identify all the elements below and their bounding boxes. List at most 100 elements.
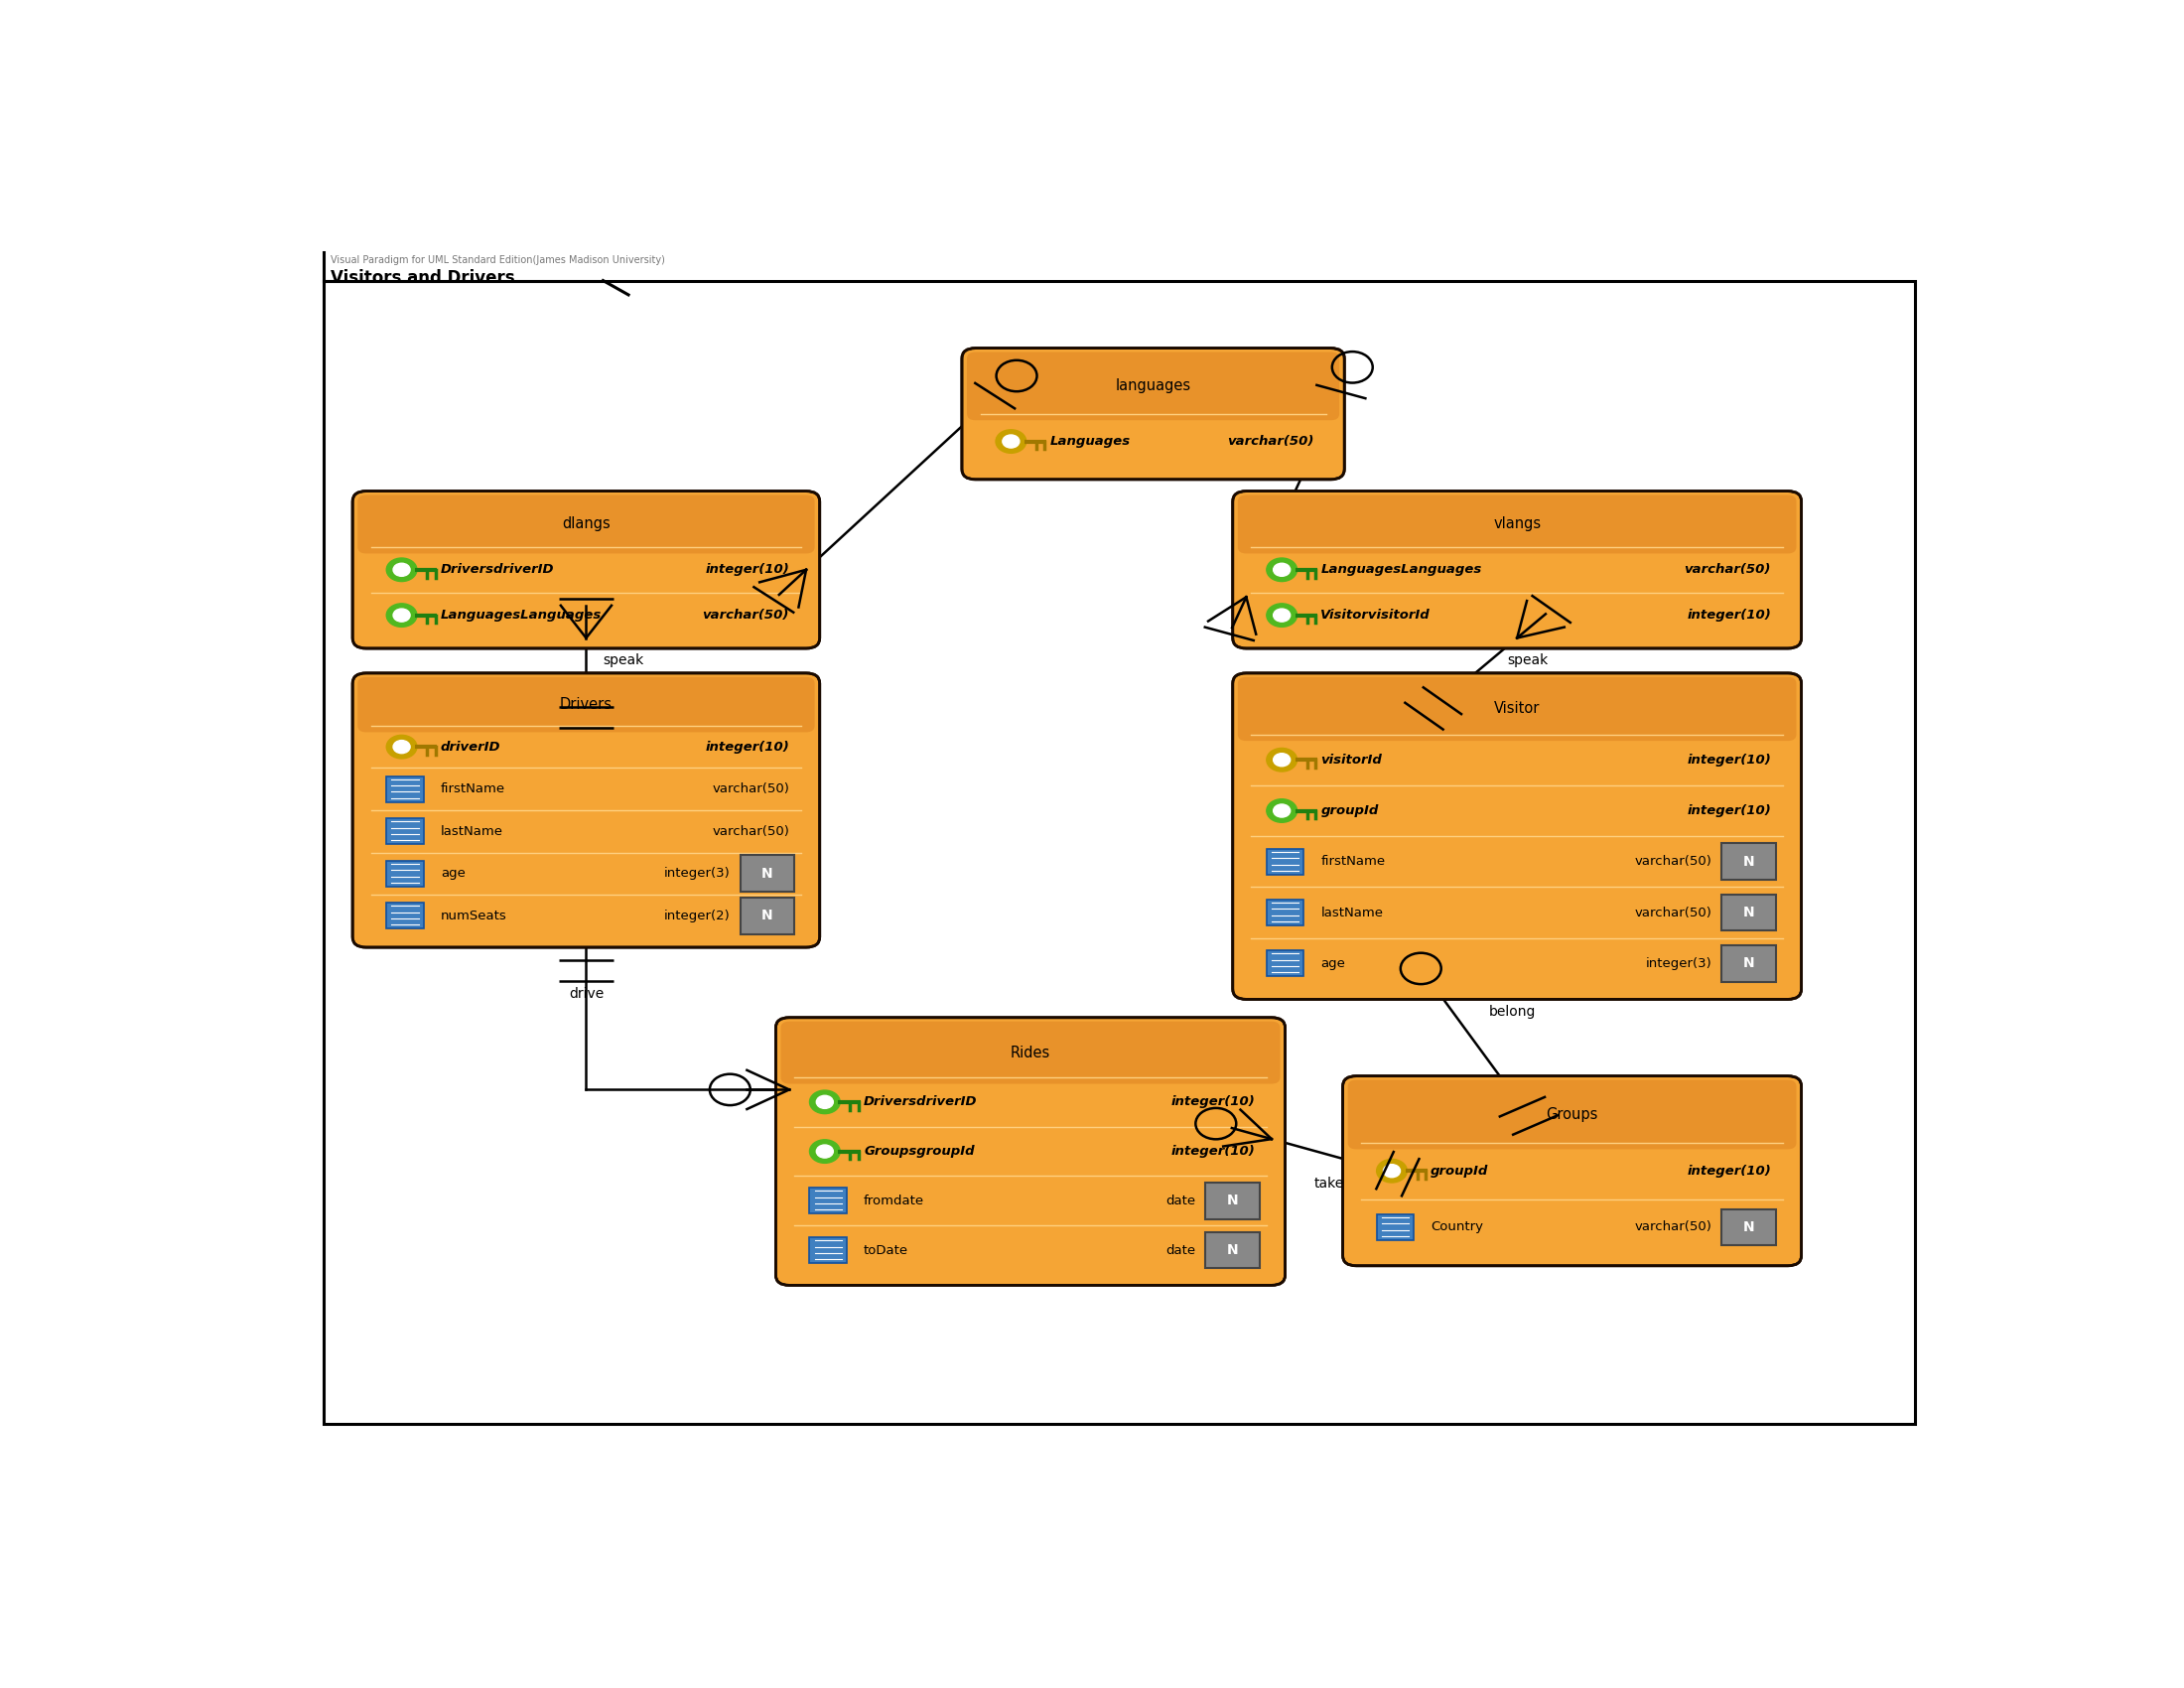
Circle shape [1267, 604, 1297, 626]
Circle shape [810, 1139, 841, 1163]
Text: toDate: toDate [863, 1244, 909, 1256]
FancyBboxPatch shape [387, 903, 424, 928]
Text: integer(10): integer(10) [705, 564, 788, 576]
Text: GroupsgroupId: GroupsgroupId [863, 1144, 974, 1158]
Text: Country: Country [1431, 1220, 1483, 1234]
FancyBboxPatch shape [387, 861, 424, 886]
Text: Languages: Languages [1051, 436, 1131, 447]
Text: drive: drive [570, 987, 605, 1001]
Text: Visual Paradigm for UML Standard Edition(James Madison University): Visual Paradigm for UML Standard Edition… [330, 255, 664, 265]
Circle shape [996, 430, 1026, 452]
Text: Visitor: Visitor [1494, 702, 1540, 716]
FancyBboxPatch shape [1206, 1183, 1260, 1219]
FancyBboxPatch shape [1238, 495, 1795, 554]
Text: DriversdriverID: DriversdriverID [863, 1096, 978, 1109]
Text: integer(2): integer(2) [664, 910, 729, 922]
FancyBboxPatch shape [1267, 849, 1304, 874]
FancyBboxPatch shape [1721, 1209, 1776, 1246]
Text: integer(10): integer(10) [1171, 1096, 1254, 1109]
Text: integer(10): integer(10) [1686, 1165, 1771, 1177]
FancyBboxPatch shape [775, 1018, 1284, 1285]
FancyBboxPatch shape [1232, 491, 1802, 648]
Text: lastName: lastName [441, 825, 502, 837]
Text: N: N [762, 908, 773, 923]
Text: Groups: Groups [1546, 1107, 1599, 1123]
FancyBboxPatch shape [740, 898, 795, 933]
Text: languages: languages [1116, 378, 1190, 393]
Text: Rides: Rides [1011, 1045, 1051, 1060]
Text: N: N [1227, 1193, 1238, 1207]
Circle shape [1002, 436, 1020, 447]
FancyBboxPatch shape [352, 491, 819, 648]
FancyBboxPatch shape [1348, 1080, 1795, 1150]
Circle shape [393, 564, 411, 576]
Text: date: date [1166, 1244, 1195, 1256]
FancyBboxPatch shape [782, 1021, 1280, 1084]
Text: N: N [1743, 957, 1754, 971]
Circle shape [1273, 753, 1291, 766]
Text: N: N [1227, 1244, 1238, 1258]
FancyBboxPatch shape [352, 674, 819, 947]
Text: firstName: firstName [1321, 856, 1385, 868]
Text: DriversdriverID: DriversdriverID [441, 564, 555, 576]
Text: varchar(50): varchar(50) [1684, 564, 1771, 576]
FancyBboxPatch shape [961, 348, 1345, 479]
FancyBboxPatch shape [1376, 1214, 1413, 1241]
Text: integer(3): integer(3) [1645, 957, 1712, 971]
FancyBboxPatch shape [358, 495, 815, 554]
Text: Visitors and Drivers: Visitors and Drivers [330, 268, 515, 287]
Circle shape [1376, 1160, 1406, 1183]
Circle shape [810, 1090, 841, 1114]
FancyBboxPatch shape [323, 280, 1915, 1425]
Text: integer(10): integer(10) [1171, 1144, 1254, 1158]
Text: lastName: lastName [1321, 906, 1382, 918]
FancyBboxPatch shape [1267, 950, 1304, 976]
FancyBboxPatch shape [1721, 895, 1776, 930]
Text: date: date [1166, 1195, 1195, 1207]
FancyBboxPatch shape [1206, 1232, 1260, 1268]
Text: N: N [1743, 905, 1754, 920]
FancyBboxPatch shape [1721, 945, 1776, 982]
Text: age: age [1321, 957, 1345, 971]
FancyBboxPatch shape [1343, 1075, 1802, 1266]
Text: numSeats: numSeats [441, 910, 507, 922]
Circle shape [1382, 1165, 1400, 1178]
Text: fromdate: fromdate [863, 1195, 924, 1207]
Circle shape [393, 741, 411, 753]
Text: VisitorvisitorId: VisitorvisitorId [1321, 609, 1431, 621]
Text: speak: speak [1507, 653, 1548, 668]
Circle shape [1273, 803, 1291, 817]
Text: N: N [1743, 854, 1754, 869]
Text: integer(10): integer(10) [1686, 609, 1771, 621]
Text: varchar(50): varchar(50) [1634, 856, 1712, 868]
Circle shape [817, 1096, 834, 1109]
Text: age: age [441, 868, 465, 879]
Circle shape [387, 736, 417, 758]
Text: N: N [762, 866, 773, 881]
FancyBboxPatch shape [1267, 900, 1304, 925]
FancyBboxPatch shape [810, 1237, 847, 1263]
Text: integer(10): integer(10) [1686, 753, 1771, 766]
FancyBboxPatch shape [387, 819, 424, 844]
Text: vlangs: vlangs [1494, 517, 1542, 532]
Text: varchar(50): varchar(50) [1634, 906, 1712, 918]
Text: groupId: groupId [1431, 1165, 1489, 1177]
Text: varchar(50): varchar(50) [1227, 436, 1315, 447]
Circle shape [817, 1144, 834, 1158]
Text: take: take [1315, 1177, 1343, 1190]
Text: belong: belong [1489, 1004, 1535, 1018]
FancyBboxPatch shape [810, 1188, 847, 1214]
Text: N: N [1743, 1220, 1754, 1234]
Circle shape [387, 604, 417, 626]
FancyBboxPatch shape [1232, 674, 1802, 999]
Circle shape [393, 609, 411, 621]
Circle shape [387, 559, 417, 581]
Text: varchar(50): varchar(50) [703, 609, 788, 621]
Text: firstName: firstName [441, 783, 505, 795]
Text: integer(10): integer(10) [1686, 803, 1771, 817]
Text: varchar(50): varchar(50) [712, 783, 788, 795]
Circle shape [1267, 748, 1297, 771]
FancyBboxPatch shape [358, 677, 815, 733]
Circle shape [1273, 564, 1291, 576]
Text: visitorId: visitorId [1321, 753, 1382, 766]
